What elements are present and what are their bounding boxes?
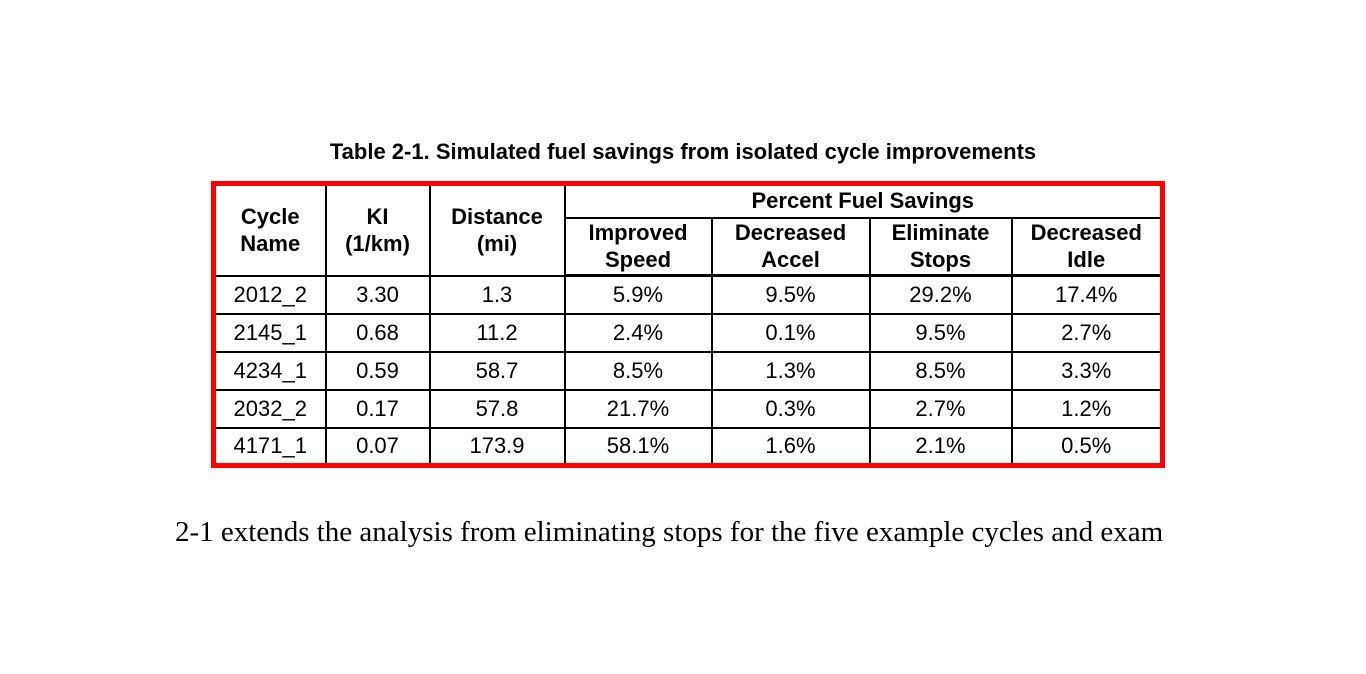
col-header-distance: Distance (mi) bbox=[428, 182, 566, 277]
cell-distance: 58.7 bbox=[428, 350, 566, 391]
cell-decreased-accel: 0.1% bbox=[710, 312, 871, 353]
cell-decreased-accel: 1.6% bbox=[710, 426, 871, 467]
table-row: 2012_2 3.30 1.3 5.9% 9.5% 29.2% 17.4% bbox=[212, 274, 1164, 315]
col-header-decreased-idle: Decreased Idle bbox=[1010, 216, 1164, 277]
col-header-cycle-name: Cycle Name bbox=[212, 182, 327, 277]
cell-decreased-accel: 0.3% bbox=[710, 388, 871, 429]
cell-cycle-name: 2145_1 bbox=[212, 312, 327, 353]
cell-improved-speed: 21.7% bbox=[563, 388, 713, 429]
table-header-row: Cycle Name KI (1/km) Distance (mi) Perce… bbox=[212, 182, 1164, 277]
cell-ki: 0.59 bbox=[324, 350, 431, 391]
cell-improved-speed: 58.1% bbox=[563, 426, 713, 467]
cell-eliminate-stops: 2.1% bbox=[868, 426, 1013, 467]
cell-eliminate-stops: 29.2% bbox=[868, 274, 1013, 315]
cell-decreased-accel: 1.3% bbox=[710, 350, 871, 391]
body-text: 2-1 extends the analysis from eliminatin… bbox=[175, 516, 1164, 548]
cell-distance: 11.2 bbox=[428, 312, 566, 353]
cell-decreased-idle: 3.3% bbox=[1010, 350, 1164, 391]
cell-cycle-name: 4171_1 bbox=[212, 426, 327, 467]
cell-distance: 173.9 bbox=[428, 426, 566, 467]
cell-decreased-idle: 2.7% bbox=[1010, 312, 1164, 353]
table-subheader-row: Improved Speed Decreased Accel Eliminate… bbox=[214, 216, 1164, 277]
cell-ki: 3.30 bbox=[324, 274, 431, 315]
cell-eliminate-stops: 2.7% bbox=[868, 388, 1013, 429]
col-header-improved-speed: Improved Speed bbox=[563, 216, 713, 277]
cell-ki: 0.17 bbox=[324, 388, 431, 429]
cell-improved-speed: 8.5% bbox=[563, 350, 713, 391]
cell-improved-speed: 2.4% bbox=[563, 312, 713, 353]
cell-cycle-name: 2012_2 bbox=[212, 274, 327, 315]
fuel-savings-table: Cycle Name KI (1/km) Distance (mi) Perce… bbox=[211, 181, 1165, 468]
cell-cycle-name: 2032_2 bbox=[212, 388, 327, 429]
col-group-header-percent-fuel-savings: Percent Fuel Savings bbox=[563, 182, 1164, 219]
cell-decreased-idle: 17.4% bbox=[1010, 274, 1164, 315]
cell-ki: 0.07 bbox=[324, 426, 431, 467]
cell-ki: 0.68 bbox=[324, 312, 431, 353]
col-header-eliminate-stops: Eliminate Stops bbox=[868, 216, 1013, 277]
col-header-ki: KI (1/km) bbox=[324, 182, 431, 277]
cell-distance: 1.3 bbox=[428, 274, 566, 315]
table-row: 4171_1 0.07 173.9 58.1% 1.6% 2.1% 0.5% bbox=[212, 426, 1164, 467]
table-row: 2145_1 0.68 11.2 2.4% 0.1% 9.5% 2.7% bbox=[212, 312, 1164, 353]
cell-eliminate-stops: 8.5% bbox=[868, 350, 1013, 391]
col-header-decreased-accel: Decreased Accel bbox=[710, 216, 871, 277]
cell-decreased-accel: 9.5% bbox=[710, 274, 871, 315]
cell-decreased-idle: 0.5% bbox=[1010, 426, 1164, 467]
cell-distance: 57.8 bbox=[428, 388, 566, 429]
cell-improved-speed: 5.9% bbox=[563, 274, 713, 315]
table-caption: Table 2-1. Simulated fuel savings from i… bbox=[329, 139, 1037, 164]
table-row: 4234_1 0.59 58.7 8.5% 1.3% 8.5% 3.3% bbox=[212, 350, 1164, 391]
cell-decreased-idle: 1.2% bbox=[1010, 388, 1164, 429]
cell-cycle-name: 4234_1 bbox=[212, 350, 327, 391]
cell-eliminate-stops: 9.5% bbox=[868, 312, 1013, 353]
table-row: 2032_2 0.17 57.8 21.7% 0.3% 2.7% 1.2% bbox=[212, 388, 1164, 429]
